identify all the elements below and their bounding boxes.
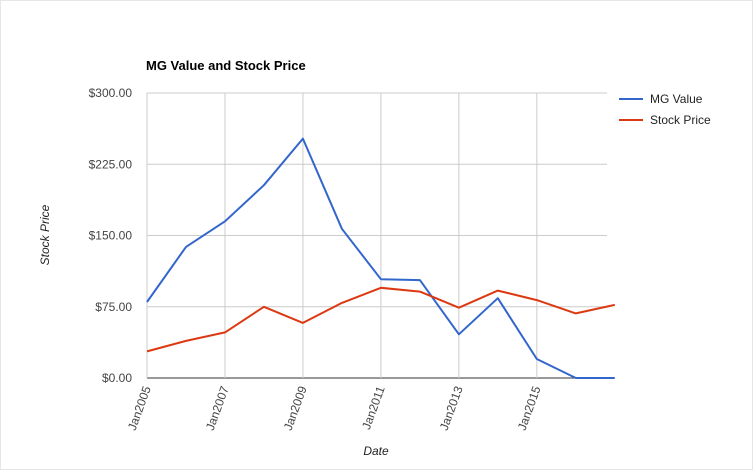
- y-axis-tick-labels: $0.00 $75.00 $150.00 $225.00 $300.00: [89, 86, 133, 385]
- x-axis-label: Date: [363, 444, 389, 458]
- y-tick-label: $150.00: [89, 229, 133, 243]
- legend-label: MG Value: [650, 92, 703, 106]
- y-tick-label: $300.00: [89, 86, 133, 100]
- series-line-mg-value: [146, 137, 615, 379]
- y-tick-label: $225.00: [89, 157, 133, 171]
- y-axis-label: Stock Price: [38, 204, 52, 265]
- series-lines: [146, 137, 616, 379]
- gridlines: [146, 92, 607, 379]
- legend: MG Value Stock Price: [619, 92, 711, 127]
- chart-title: MG Value and Stock Price: [146, 58, 306, 73]
- y-tick-label: $75.00: [95, 300, 132, 314]
- legend-label: Stock Price: [650, 113, 711, 127]
- series-line-stock-price: [146, 286, 616, 353]
- y-tick-label: $0.00: [102, 371, 132, 385]
